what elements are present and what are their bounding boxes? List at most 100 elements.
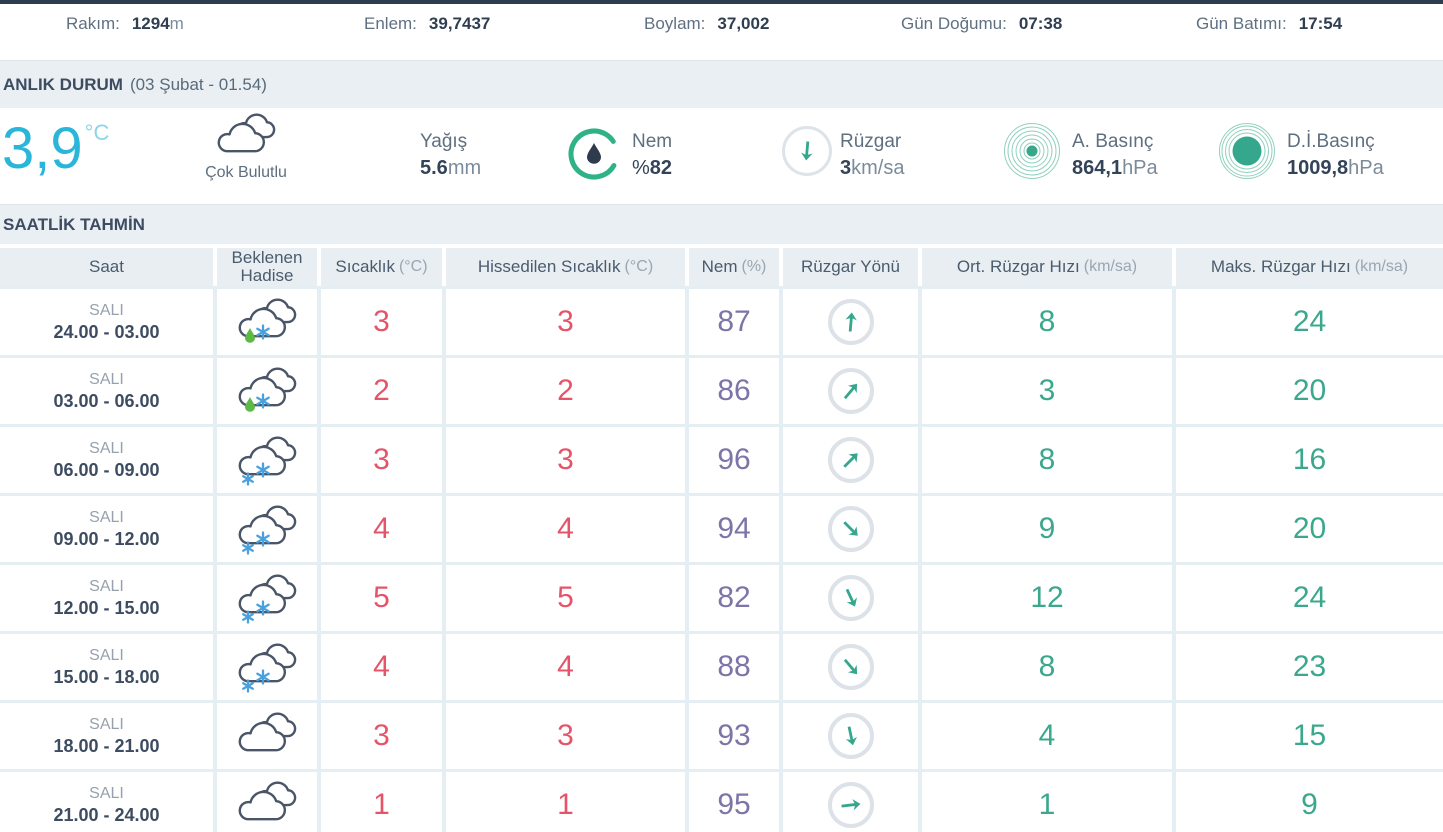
humidity-value: 86	[689, 358, 779, 424]
longitude-label: Boylam:	[644, 14, 706, 33]
condition-cell	[217, 634, 317, 700]
humidity-value: 87	[689, 289, 779, 355]
time-range: 03.00 - 06.00	[53, 390, 160, 411]
sunrise-item: Gün Doğumu: 07:38	[901, 4, 1062, 44]
wind-icon	[782, 126, 832, 176]
station-pressure-label: A. Basınç	[1072, 131, 1154, 152]
wind-direction-icon	[827, 299, 874, 345]
sea-level-pressure-icon	[1218, 122, 1276, 185]
time-cell: SALI 09.00 - 12.00	[0, 496, 213, 562]
day-label: SALI	[89, 370, 124, 388]
weather-icon	[236, 366, 298, 416]
col-header-beklenen-hadise: Beklenen Hadise	[217, 248, 317, 286]
humidity-value: 93	[689, 703, 779, 769]
altitude-label: Rakım:	[66, 14, 120, 33]
station-pressure-unit: hPa	[1122, 156, 1158, 179]
sleet-icon	[236, 297, 298, 343]
wind-direction-icon	[827, 575, 874, 621]
time-cell: SALI 15.00 - 18.00	[0, 634, 213, 700]
time-range: 15.00 - 18.00	[53, 666, 160, 687]
altitude-value: 1294	[131, 14, 170, 33]
wind-direction-icon	[827, 782, 874, 828]
precipitation-unit: mm	[447, 156, 482, 179]
condition-label: Çok Bulutlu	[205, 164, 287, 181]
wind-direction-icon	[827, 437, 874, 483]
time-range: 18.00 - 21.00	[53, 735, 160, 756]
time-range: 12.00 - 15.00	[53, 597, 160, 618]
max-wind-speed-value: 24	[1176, 289, 1443, 355]
wind-direction-icon	[827, 368, 874, 414]
current-condition: Çok Bulutlu	[192, 112, 300, 182]
snow-icon	[236, 435, 298, 486]
temperature-value: 5	[321, 565, 442, 631]
time-cell: SALI 06.00 - 09.00	[0, 427, 213, 493]
humidity-value: 82	[649, 156, 673, 179]
time-cell: SALI 24.00 - 03.00	[0, 289, 213, 355]
avg-wind-speed-value: 8	[922, 289, 1172, 355]
col-header-hissedilen: Hissedilen Sıcaklık (°C)	[446, 248, 685, 286]
time-cell: SALI 18.00 - 21.00	[0, 703, 213, 769]
longitude-item: Boylam: 37,002	[644, 4, 769, 44]
avg-wind-speed-value: 8	[922, 634, 1172, 700]
wind-direction-cell	[783, 634, 918, 700]
time-range: 06.00 - 09.00	[53, 459, 160, 480]
sea-level-pressure-item: D.İ.Basınç 1009,8hPa	[1287, 130, 1384, 181]
feels-like-value: 2	[446, 358, 685, 424]
wind-direction-icon	[827, 506, 874, 552]
sleet-icon	[236, 366, 298, 412]
max-wind-speed-value: 23	[1176, 634, 1443, 700]
time-cell: SALI 21.00 - 24.00	[0, 772, 213, 832]
hourly-section-title: SAATLİK TAHMİN	[3, 214, 145, 234]
day-label: SALI	[89, 715, 124, 733]
condition-icon	[192, 112, 300, 162]
wind-direction-cell	[783, 772, 918, 832]
weather-icon	[236, 780, 298, 830]
current-section-title: ANLIK DURUM	[3, 74, 123, 94]
wind-direction-cell	[783, 427, 918, 493]
day-label: SALI	[89, 577, 124, 595]
humidity-value: 88	[689, 634, 779, 700]
col-header-nem: Nem (%)	[689, 248, 779, 286]
current-temperature: 3,9°C	[2, 116, 110, 181]
station-pressure-item: A. Basınç 864,1hPa	[1072, 130, 1158, 181]
condition-cell	[217, 565, 317, 631]
sunrise-value: 07:38	[1018, 14, 1063, 33]
temperature-value: 2	[321, 358, 442, 424]
temperature-value: 3	[321, 703, 442, 769]
altitude-unit: m	[169, 14, 184, 33]
sunset-label: Gün Batımı:	[1196, 14, 1287, 33]
humidity-item: Nem %82	[632, 130, 672, 181]
humidity-label: Nem	[632, 131, 673, 152]
current-section-header: ANLIK DURUM (03 Şubat - 01.54)	[0, 60, 1443, 108]
temperature-value: 4	[321, 634, 442, 700]
time-range: 21.00 - 24.00	[53, 804, 160, 825]
humidity-prefix: %	[632, 156, 650, 179]
feels-like-value: 1	[446, 772, 685, 832]
day-label: SALI	[89, 301, 124, 319]
snow-icon	[236, 573, 298, 624]
temperature-unit: °C	[84, 120, 110, 145]
precipitation-value: 5.6	[420, 156, 448, 179]
feels-like-value: 3	[446, 289, 685, 355]
sunset-item: Gün Batımı: 17:54	[1196, 4, 1342, 44]
hourly-section-header: SAATLİK TAHMİN	[0, 204, 1443, 244]
cloudy-icon	[215, 112, 277, 162]
temperature-value: 4	[321, 496, 442, 562]
temperature-value: 3	[321, 427, 442, 493]
condition-cell	[217, 703, 317, 769]
max-wind-speed-value: 24	[1176, 565, 1443, 631]
precipitation-label: Yağış	[420, 131, 468, 152]
wind-item: Rüzgar 3km/sa	[840, 130, 904, 181]
sunset-value: 17:54	[1298, 14, 1343, 33]
col-header-sicaklik: Sıcaklık (°C)	[321, 248, 442, 286]
feels-like-value: 3	[446, 703, 685, 769]
day-label: SALI	[89, 784, 124, 802]
temperature-value: 3	[321, 289, 442, 355]
max-wind-speed-value: 9	[1176, 772, 1443, 832]
feels-like-value: 4	[446, 634, 685, 700]
weather-icon	[236, 297, 298, 347]
sea-level-pressure-label: D.İ.Basınç	[1287, 131, 1375, 152]
humidity-value: 82	[689, 565, 779, 631]
location-info-bar: Rakım: 1294m Enlem: 39,7437 Boylam: 37,0…	[0, 4, 1443, 44]
weather-icon	[236, 573, 298, 624]
